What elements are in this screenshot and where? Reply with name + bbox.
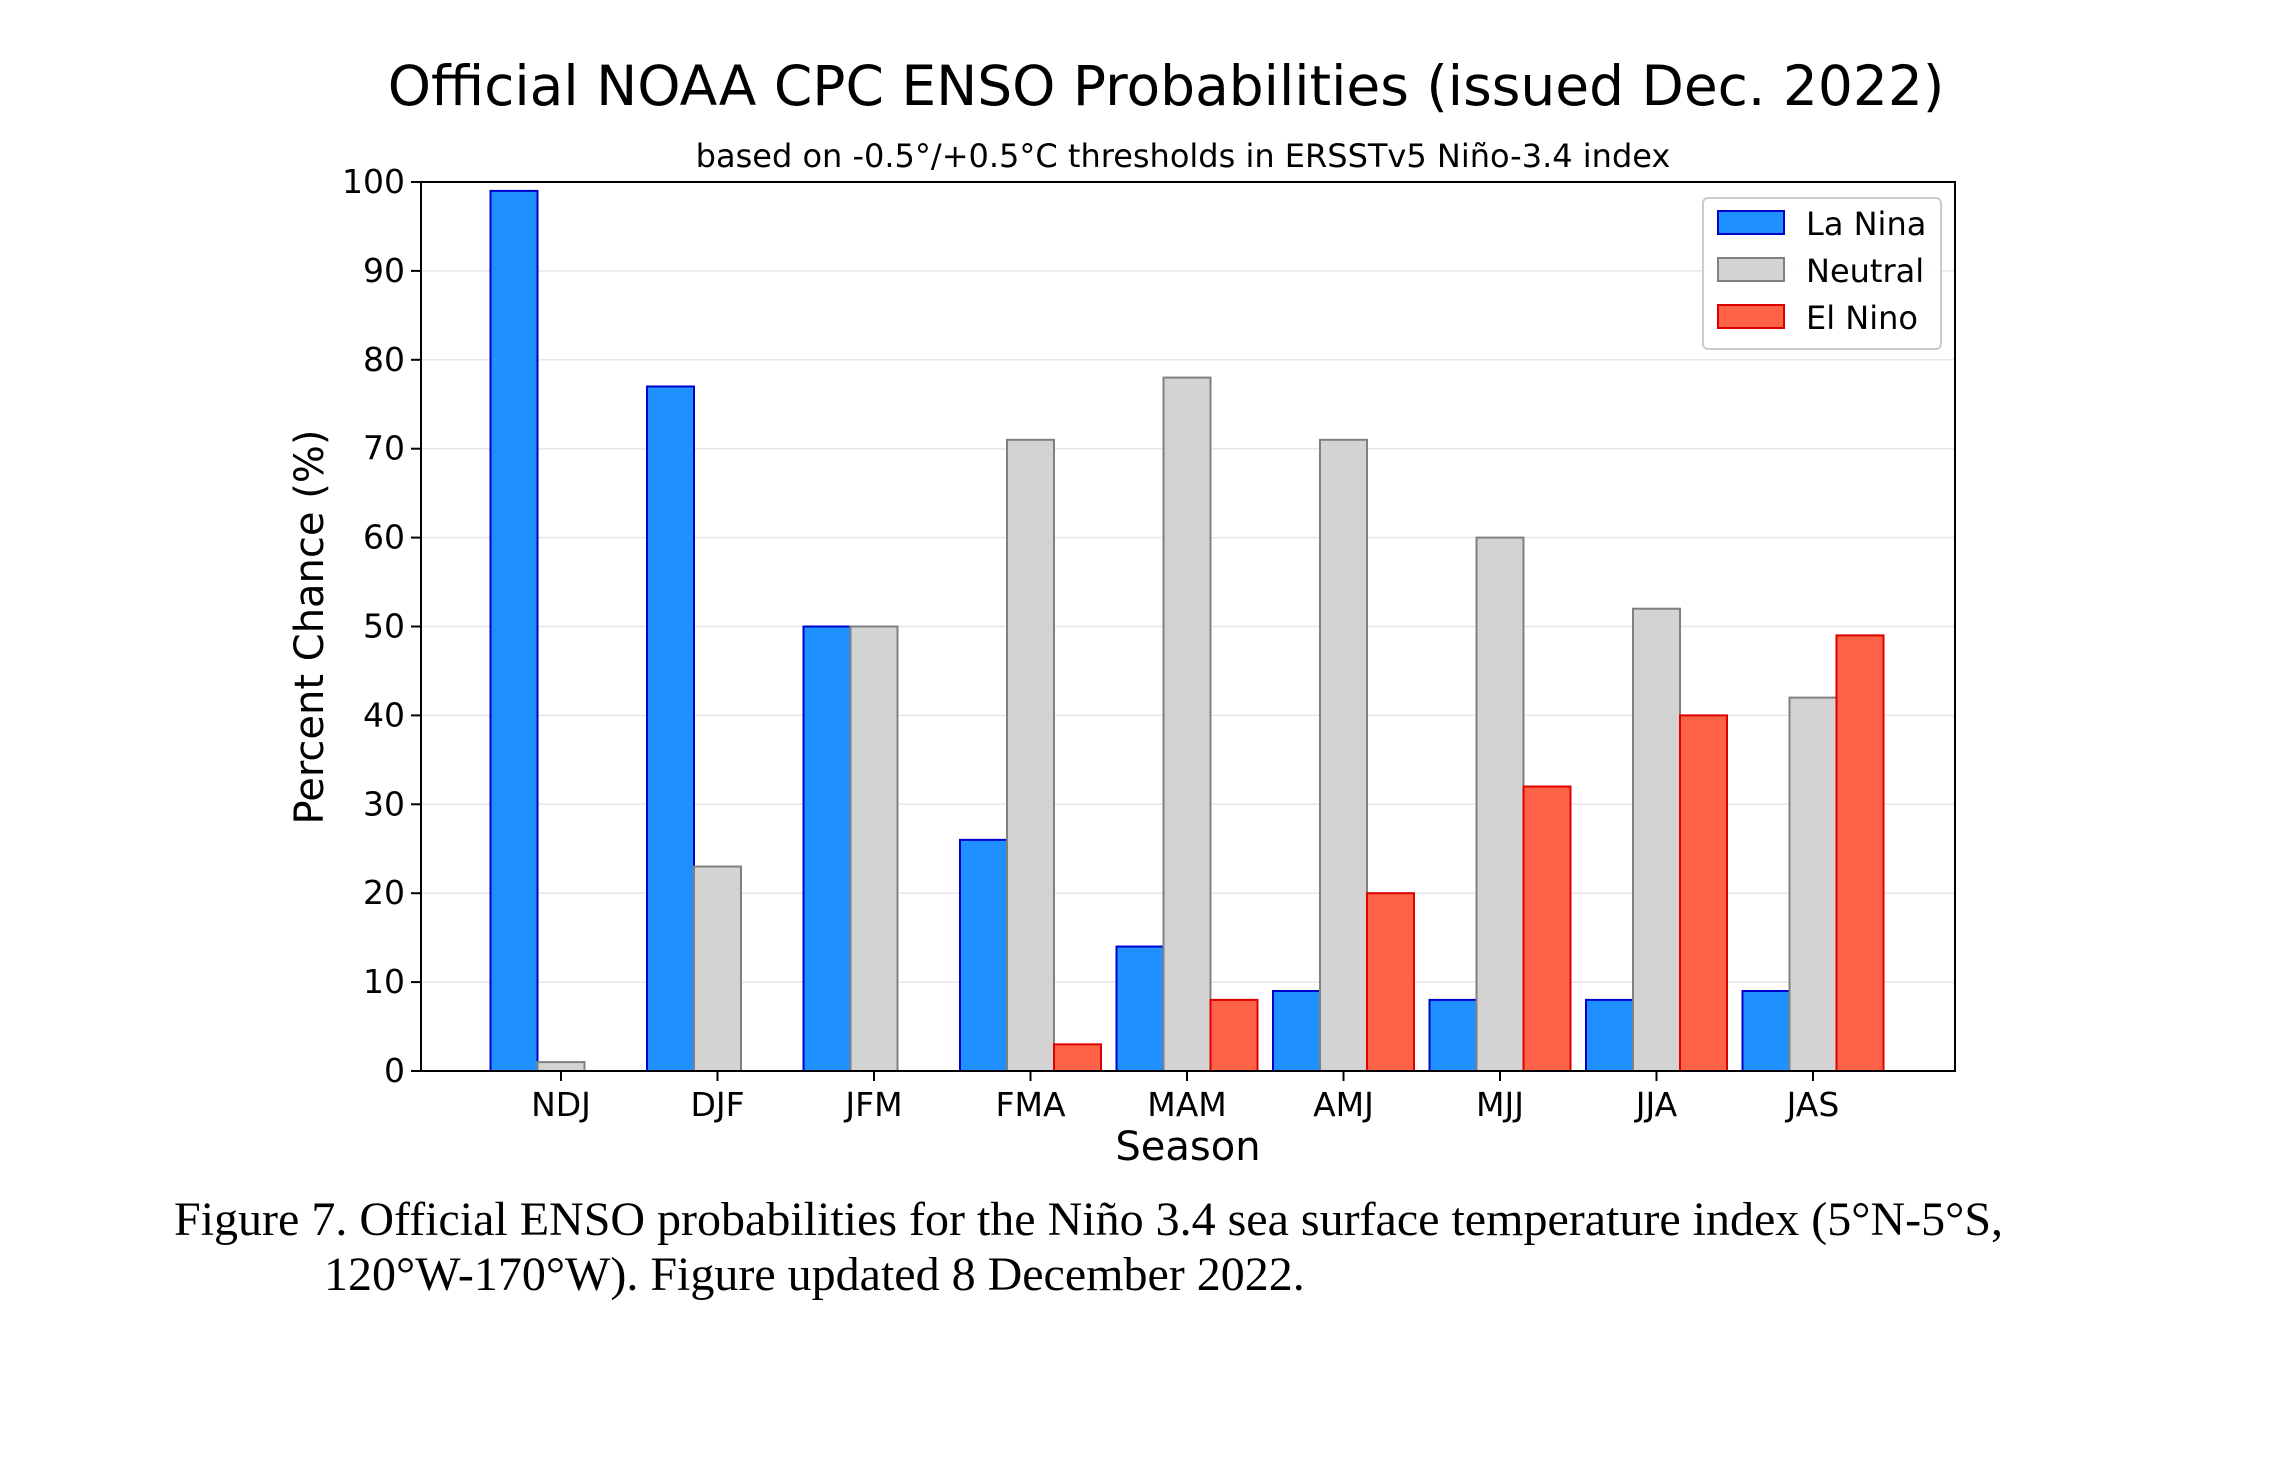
bar-la-nina-mam bbox=[1115, 945, 1165, 1072]
x-tick-label: FMA bbox=[995, 1085, 1065, 1124]
caption-line-2: 120°W-170°W). Figure updated 8 December … bbox=[324, 1248, 1305, 1301]
legend-swatch-el-nino bbox=[1717, 304, 1785, 329]
legend-label-el-nino: El Nino bbox=[1806, 299, 1918, 337]
y-tick-label: 40 bbox=[363, 695, 405, 734]
bar-neutral-jas bbox=[1788, 696, 1838, 1072]
y-tick-label: 50 bbox=[363, 607, 405, 646]
y-tick-label: 0 bbox=[384, 1051, 405, 1090]
bar-el-nino-mam bbox=[1209, 998, 1259, 1073]
bar-el-nino-mjj bbox=[1522, 785, 1572, 1073]
x-tick-label: MJJ bbox=[1476, 1085, 1524, 1124]
legend: La Nina Neutral El Nino bbox=[1702, 197, 1942, 350]
y-tick-label: 80 bbox=[363, 340, 405, 379]
bar-neutral-djf bbox=[693, 865, 742, 1073]
y-axis-ticks: 0 10 20 30 40 50 60 70 80 90 100 bbox=[342, 162, 421, 1090]
y-tick-label: 90 bbox=[363, 251, 405, 290]
x-tick-label: JJA bbox=[1634, 1085, 1678, 1124]
bar-neutral-jfm bbox=[849, 625, 899, 1072]
x-tick-label: JAS bbox=[1785, 1085, 1840, 1124]
y-tick-label: 70 bbox=[363, 429, 405, 468]
bar-el-nino-fma bbox=[1053, 1043, 1102, 1072]
legend-label-neutral: Neutral bbox=[1806, 252, 1924, 290]
bar-el-nino-amj bbox=[1366, 892, 1415, 1073]
x-axis-ticks: NDJ DJF JFM FMA MAM AMJ MJJ JJA JAS bbox=[531, 1071, 1839, 1124]
bar-la-nina-mjj bbox=[1428, 998, 1478, 1073]
bar-la-nina-fma bbox=[959, 838, 1008, 1072]
x-tick-label: MAM bbox=[1147, 1085, 1227, 1124]
bar-la-nina-ndj bbox=[489, 189, 539, 1072]
legend-label-la-nina: La Nina bbox=[1806, 205, 1926, 243]
x-tick-label: AMJ bbox=[1313, 1085, 1374, 1124]
y-tick-label: 10 bbox=[363, 962, 405, 1001]
bars bbox=[489, 189, 1885, 1073]
bar-neutral-mjj bbox=[1475, 536, 1525, 1072]
y-tick-label: 30 bbox=[363, 784, 405, 823]
bar-la-nina-jja bbox=[1585, 998, 1634, 1073]
y-tick-label: 60 bbox=[363, 518, 405, 557]
bar-neutral-fma bbox=[1006, 438, 1055, 1072]
x-axis-label: Season bbox=[1115, 1124, 1260, 1170]
bar-la-nina-jas bbox=[1741, 989, 1791, 1072]
figure-caption: Figure 7. Official ENSO probabilities fo… bbox=[174, 1192, 2174, 1302]
y-tick-label: 100 bbox=[342, 162, 405, 201]
chart-title: Official NOAA CPC ENSO Probabilities (is… bbox=[388, 54, 1945, 118]
bar-la-nina-djf bbox=[646, 385, 695, 1073]
chart-subtitle: based on -0.5°/+0.5°C thresholds in ERSS… bbox=[696, 137, 1671, 175]
bar-la-nina-amj bbox=[1272, 989, 1321, 1072]
legend-swatch-la-nina bbox=[1717, 210, 1785, 235]
y-axis-label: Percent Chance (%) bbox=[287, 430, 333, 825]
bar-la-nina-jfm bbox=[802, 625, 852, 1072]
x-tick-label: DJF bbox=[690, 1085, 744, 1124]
bar-neutral-mam bbox=[1162, 376, 1212, 1072]
x-tick-label: NDJ bbox=[531, 1085, 591, 1124]
bar-el-nino-jja bbox=[1679, 714, 1728, 1073]
y-tick-label: 20 bbox=[363, 873, 405, 912]
x-tick-label: JFM bbox=[843, 1085, 902, 1124]
bar-neutral-ndj bbox=[536, 1061, 586, 1072]
bar-neutral-amj bbox=[1319, 438, 1368, 1072]
legend-swatch-neutral bbox=[1717, 257, 1785, 282]
plot-area-frame bbox=[420, 181, 1956, 1072]
caption-line-1: Figure 7. Official ENSO probabilities fo… bbox=[174, 1193, 2004, 1246]
bar-neutral-jja bbox=[1632, 607, 1681, 1072]
bar-el-nino-jas bbox=[1835, 634, 1885, 1072]
